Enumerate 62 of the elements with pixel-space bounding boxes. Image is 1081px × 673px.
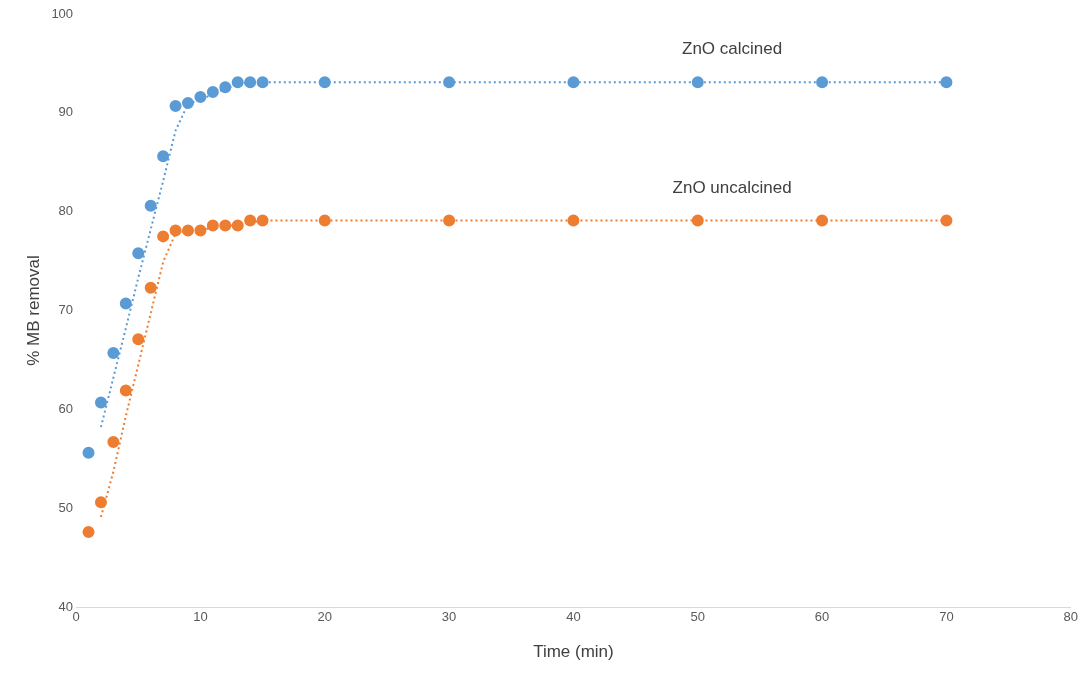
x-tick-label: 0	[72, 609, 80, 625]
point	[940, 76, 953, 89]
point	[82, 446, 95, 459]
point	[256, 214, 269, 227]
x-tick-label: 10	[193, 609, 208, 625]
point	[219, 81, 232, 94]
x-tick-label: 80	[1063, 609, 1078, 625]
point	[169, 224, 182, 237]
point	[206, 86, 219, 99]
point	[82, 525, 95, 538]
point	[244, 214, 257, 227]
point	[181, 224, 194, 237]
point	[157, 150, 170, 163]
series-label: ZnO calcined	[682, 39, 783, 59]
x-tick-label: 70	[939, 609, 954, 625]
point	[567, 76, 580, 89]
point	[194, 91, 207, 104]
point	[144, 199, 157, 212]
y-axis-title: % MB removal	[23, 255, 43, 366]
point	[169, 99, 182, 112]
point	[107, 435, 120, 448]
point	[157, 230, 170, 243]
point	[119, 297, 132, 310]
point	[181, 96, 194, 109]
y-tick-label: 40	[58, 598, 74, 614]
y-tick-label: 80	[58, 203, 74, 219]
point	[816, 76, 829, 89]
point	[219, 219, 232, 232]
point	[231, 219, 244, 232]
point	[443, 76, 456, 89]
point	[318, 214, 331, 227]
x-tick-label: 50	[690, 609, 705, 625]
y-tick-label: 50	[58, 499, 74, 515]
point	[107, 347, 120, 359]
x-tick-label: 30	[441, 609, 457, 625]
point	[94, 396, 107, 409]
point	[119, 384, 132, 397]
x-tick-label: 40	[566, 609, 581, 625]
point	[244, 76, 257, 89]
point	[194, 224, 207, 237]
point	[940, 214, 953, 227]
point	[231, 76, 244, 89]
y-tick-label: 90	[58, 104, 74, 120]
point	[691, 76, 704, 89]
series-label: ZnO uncalcined	[672, 177, 792, 197]
point	[567, 214, 580, 227]
point	[816, 214, 829, 227]
point	[132, 247, 145, 260]
x-tick-label: 60	[814, 609, 830, 625]
point	[318, 76, 331, 89]
point	[206, 219, 219, 232]
y-tick-label: 70	[58, 302, 74, 318]
point	[94, 496, 107, 509]
point	[256, 76, 269, 89]
x-tick-label: 20	[317, 609, 332, 625]
y-tick-label: 100	[51, 5, 74, 21]
point	[691, 214, 704, 227]
x-axis-title: Time (min)	[533, 642, 614, 662]
point	[443, 214, 456, 227]
y-tick-label: 60	[58, 400, 74, 416]
point	[144, 281, 157, 294]
point	[132, 333, 145, 346]
